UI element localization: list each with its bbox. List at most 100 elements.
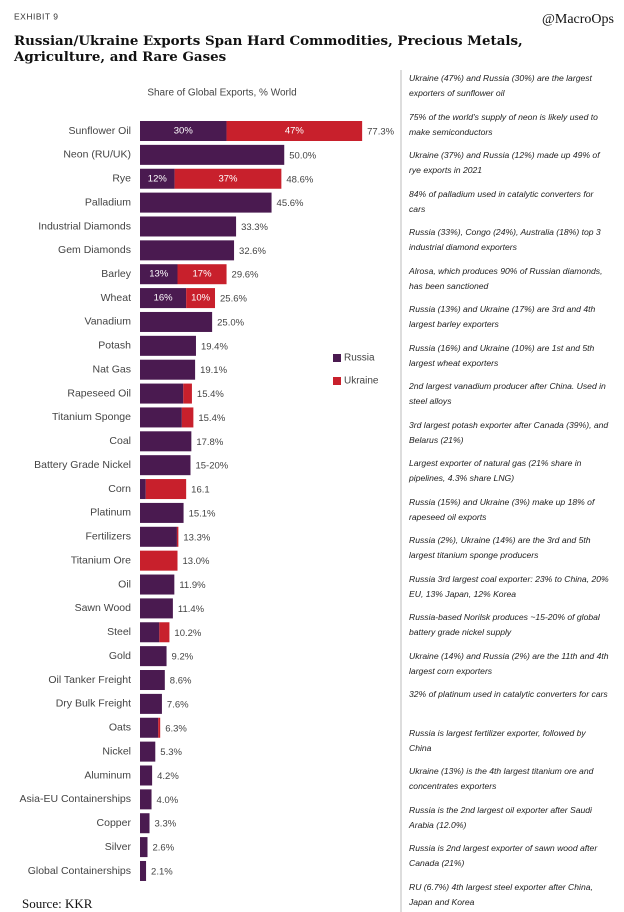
category-label: Neon (RU/UK): [63, 149, 131, 161]
total-label: 10.2%: [174, 628, 201, 639]
legend-swatch: [333, 377, 341, 385]
segment-label: 16%: [154, 293, 174, 304]
segment-label: 37%: [218, 173, 238, 184]
bar-segment: [140, 455, 191, 476]
total-label: 13.3%: [183, 532, 210, 543]
category-label: Oats: [109, 722, 131, 734]
bar-segment: [145, 479, 187, 500]
bar-segment: [140, 264, 178, 285]
category-label: Wheat: [101, 292, 131, 304]
category-label: Potash: [98, 340, 131, 352]
bar-segment: [140, 216, 237, 237]
total-label: 8.6%: [170, 676, 192, 687]
source: Source: KKR: [22, 896, 93, 911]
chart-title: Russian/Ukraine Exports Span Hard Commod…: [14, 33, 523, 65]
total-label: 2.1%: [151, 866, 173, 877]
category-label: Sawn Wood: [75, 602, 132, 614]
bar-segment: [186, 288, 216, 309]
segment-label: 30%: [174, 126, 194, 137]
total-label: 15.1%: [189, 508, 216, 519]
note: Russia is largest fertilizer exporter, f…: [409, 727, 586, 753]
bar-segment: [140, 646, 167, 667]
category-label: Battery Grade Nickel: [34, 459, 131, 471]
bar-segment: [140, 693, 162, 714]
bar-segment: [140, 598, 173, 619]
bar-segment: [140, 789, 152, 810]
category-label: Vanadium: [84, 316, 131, 328]
note: Russia (13%) and Ukraine (17%) are 3rd a…: [409, 304, 596, 329]
total-label: 16.1: [191, 485, 210, 496]
category-label: Nickel: [102, 745, 131, 757]
bar-segment: [140, 574, 175, 595]
note: Russia-based Norilsk produces ~15-20% of…: [409, 612, 600, 637]
total-label: 13.0%: [183, 556, 210, 567]
note: Ukraine (14%) and Russia (2%) are the 11…: [409, 650, 609, 676]
axis-title: Share of Global Exports, % World: [147, 88, 296, 99]
category-label: Silver: [105, 841, 132, 853]
total-label: 29.6%: [232, 270, 259, 281]
category-label: Fertilizers: [85, 531, 131, 543]
total-label: 15.4%: [197, 389, 224, 400]
total-label: 4.2%: [157, 771, 179, 782]
note: Alrosa, which produces 90% of Russian di…: [409, 265, 603, 291]
bar-segment: [140, 479, 146, 500]
category-label: Coal: [109, 435, 131, 447]
total-label: 32.6%: [239, 246, 266, 257]
bar-segment: [176, 526, 179, 547]
note: 84% of palladium used in catalytic conve…: [409, 188, 594, 214]
category-label: Palladium: [85, 196, 131, 208]
note: Ukraine (37%) and Russia (12%) made up 4…: [409, 150, 600, 175]
category-label: Copper: [97, 817, 132, 829]
note: Russia (2%), Ukraine (14%) are the 3rd a…: [409, 535, 591, 560]
bar-segment: [140, 837, 148, 858]
bar-segment: [140, 168, 175, 189]
total-label: 50.0%: [289, 150, 316, 161]
total-label: 5.3%: [160, 747, 182, 758]
segment-label: 13%: [149, 269, 169, 280]
legend-label: Ukraine: [344, 376, 379, 387]
bar-segment: [174, 168, 282, 189]
bar-segment: [140, 383, 184, 404]
note: Largest exporter of natural gas (21% sha…: [409, 458, 582, 483]
note: Ukraine (13%) is the 4th largest titaniu…: [409, 766, 594, 791]
note: Russia (16%) and Ukraine (10%) are 1st a…: [409, 342, 595, 368]
bar-segment: [140, 192, 272, 213]
category-label: Industrial Diamonds: [38, 220, 131, 232]
bar-segment: [140, 526, 177, 547]
note: 3rd largest potash exporter after Canada…: [409, 419, 609, 445]
total-label: 15-20%: [195, 461, 228, 472]
total-label: 17.8%: [196, 437, 223, 448]
bar-segment: [183, 383, 192, 404]
total-label: 19.1%: [200, 365, 227, 376]
category-label: Oil: [118, 578, 131, 590]
category-label: Platinum: [90, 507, 131, 519]
bar-segment: [140, 670, 165, 691]
total-label: 9.2%: [172, 652, 194, 663]
total-label: 33.3%: [241, 222, 268, 233]
segment-label: 17%: [193, 269, 213, 280]
category-label: Oil Tanker Freight: [48, 674, 131, 686]
category-label: Barley: [101, 268, 132, 280]
segment-label: 10%: [191, 293, 211, 304]
category-label: Gem Diamonds: [58, 244, 131, 256]
bar-segment: [140, 622, 160, 643]
note: Ukraine (47%) and Russia (30%) are the l…: [409, 73, 592, 98]
legend-swatch: [333, 354, 341, 362]
bar-segment: [140, 765, 153, 786]
total-label: 11.4%: [178, 604, 205, 615]
bar-segment: [140, 311, 213, 332]
bar-segment: [226, 121, 363, 141]
total-label: 19.4%: [201, 341, 228, 352]
bar-segment: [140, 431, 192, 452]
category-label: Rapeseed Oil: [67, 387, 131, 399]
total-label: 25.0%: [217, 317, 244, 328]
bar-segment: [140, 860, 147, 881]
category-label: Steel: [107, 626, 131, 638]
note: RU (6.7%) 4th largest steel exporter aft…: [409, 881, 593, 907]
note: Russia is the 2nd largest oil exporter a…: [409, 804, 592, 830]
note: Russia (15%) and Ukraine (3%) make up 18…: [409, 496, 595, 522]
watermark: @MacroOps: [542, 12, 614, 27]
bar-segment: [159, 622, 170, 643]
exhibit-label: EXHIBIT 9: [14, 11, 59, 21]
